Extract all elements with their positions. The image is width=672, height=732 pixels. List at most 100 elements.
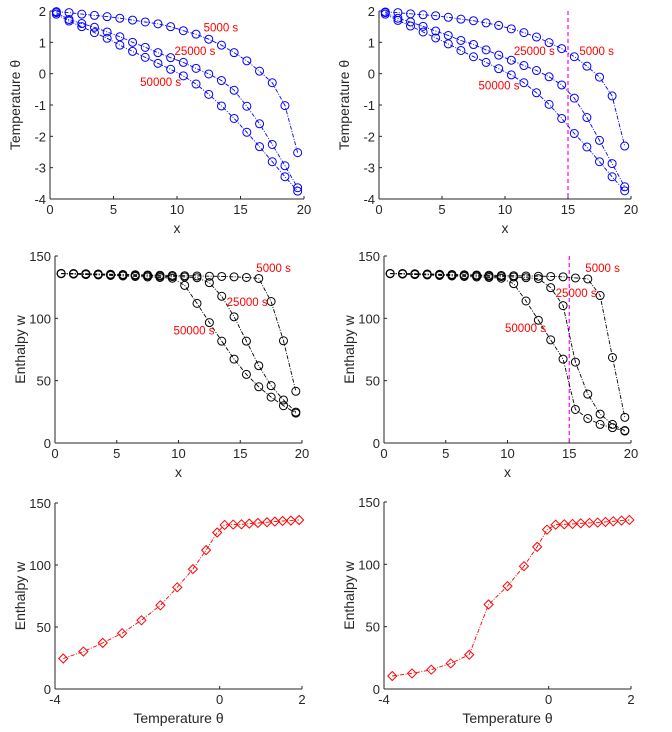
data-point [187, 563, 199, 575]
data-point [216, 76, 226, 86]
y-tick-label: 0 [368, 67, 375, 82]
x-tick-label: 20 [295, 446, 309, 461]
data-point [130, 271, 140, 281]
data-point [167, 273, 177, 283]
data-point [56, 269, 66, 279]
y-tick-label: 0 [44, 436, 51, 451]
data-point [469, 52, 478, 62]
data-point [64, 16, 74, 26]
data-point [229, 113, 239, 123]
data-point [115, 40, 125, 50]
data-point [277, 515, 288, 527]
data-point [128, 46, 138, 56]
data-point [418, 27, 428, 37]
data-point [115, 32, 125, 42]
data-point [153, 58, 163, 68]
data-point [557, 113, 567, 123]
data-point [583, 274, 593, 284]
series-line [61, 273, 297, 413]
data-point [255, 66, 265, 76]
data-point [77, 22, 87, 32]
data-point [267, 139, 277, 149]
data-point [155, 272, 165, 282]
data-point [418, 10, 428, 20]
data-point [280, 161, 290, 171]
data-point [229, 354, 239, 364]
data-point [241, 272, 251, 282]
data-point [140, 17, 150, 27]
series-annotation: 5000 s [585, 263, 620, 275]
data-point [447, 271, 457, 281]
data-point [469, 40, 478, 50]
data-point [291, 408, 301, 418]
data-point [459, 271, 469, 281]
data-point [255, 142, 265, 152]
data-point [484, 272, 494, 282]
x-axis-label: x [502, 220, 509, 236]
data-point [278, 336, 288, 346]
data-point [266, 381, 276, 391]
data-point [494, 64, 504, 74]
data-point [431, 11, 441, 21]
data-point [166, 22, 176, 32]
data-point [472, 272, 482, 282]
y-tick-label: 100 [358, 557, 380, 572]
series-line [385, 12, 626, 188]
data-point [267, 78, 277, 88]
x-tick-label: 0 [380, 446, 387, 461]
data-point [291, 386, 301, 396]
data-point [228, 519, 239, 530]
data-point [229, 312, 239, 322]
data-point [592, 517, 603, 528]
data-point [242, 56, 252, 66]
x-tick-label: 5 [438, 202, 445, 217]
data-point [620, 426, 630, 436]
data-point [624, 514, 635, 526]
data-point [166, 53, 176, 63]
data-point [582, 61, 592, 71]
series-line [56, 13, 298, 192]
data-point [600, 516, 611, 528]
x-tick-label: 10 [498, 202, 512, 217]
data-point [506, 70, 516, 80]
data-point [77, 9, 87, 19]
x-tick-label: 0 [545, 692, 552, 707]
data-point [241, 336, 251, 346]
series-5000-s [380, 7, 630, 151]
data-point [143, 272, 153, 282]
data-point [583, 389, 593, 399]
x-tick-label: 5 [113, 446, 120, 461]
y-tick-label: 150 [29, 249, 51, 264]
data-point [494, 20, 504, 30]
y-tick-label: -2 [363, 129, 375, 144]
data-point [456, 14, 466, 24]
data-point [443, 12, 453, 22]
data-point [219, 519, 230, 531]
data-point [445, 658, 456, 669]
x-axis-label: Temperature θ [462, 710, 552, 726]
data-point [607, 419, 617, 429]
series-50000-s [56, 269, 301, 418]
y-tick-label: 100 [29, 558, 51, 573]
data-point [456, 35, 466, 45]
data-point [435, 270, 445, 280]
data-point [506, 24, 516, 34]
x-tick-label: 10 [170, 202, 184, 217]
series-annotation: 5000 s [579, 46, 614, 58]
panel-temp-left: 0 5 10 15 20 -4 -3 -2 -1 0 1 2 x Temperature θ 5000 s 2… [7, 4, 311, 236]
data-point [252, 517, 264, 529]
data-point [558, 301, 568, 311]
y-tick-label: 1 [368, 35, 375, 50]
data-point [418, 21, 428, 31]
data-point [293, 514, 305, 526]
data-point [532, 88, 541, 98]
series-line [392, 519, 630, 677]
data-point [410, 270, 420, 280]
data-point [81, 270, 91, 280]
data-point [166, 64, 176, 74]
data-point [269, 516, 281, 527]
data-point [77, 19, 87, 29]
data-point [595, 157, 604, 167]
data-point [531, 541, 543, 553]
data-point [544, 99, 554, 109]
